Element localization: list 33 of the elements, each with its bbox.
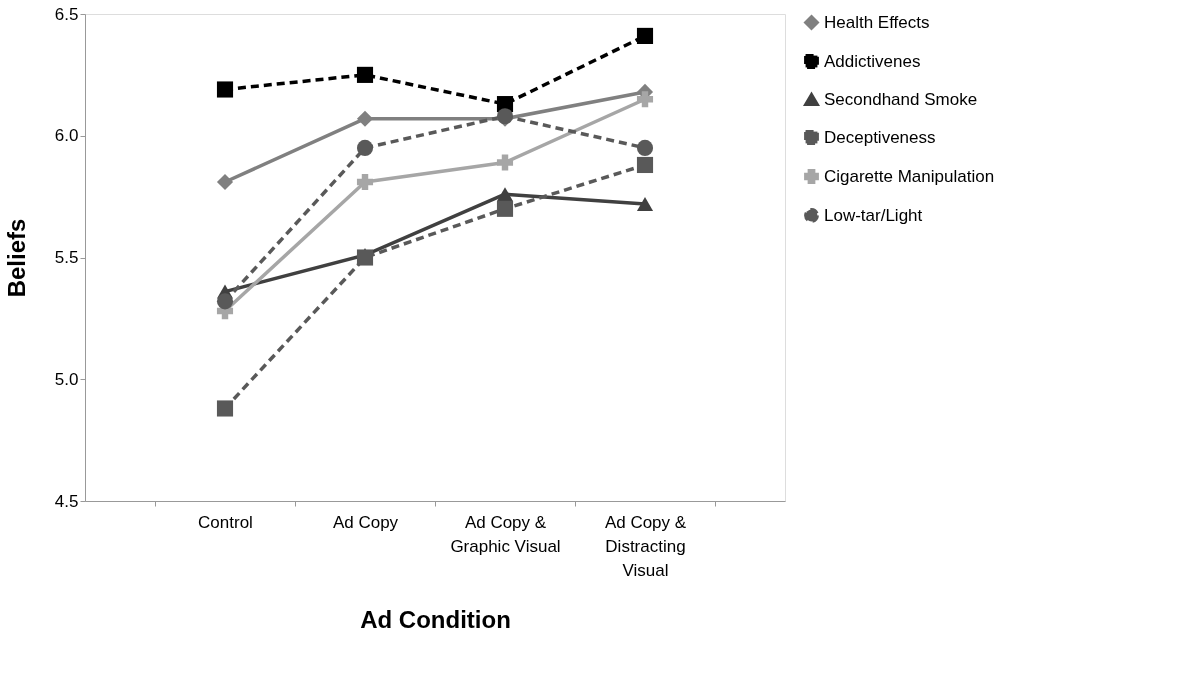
- y-tick-label: 6.0: [54, 126, 79, 146]
- point: [356, 173, 374, 191]
- x-tick-label: Ad Copy & Graphic Visual: [450, 512, 561, 556]
- legend-label: Cigarette Manipulation: [824, 166, 995, 186]
- point: [356, 66, 374, 83]
- legend-label: Health Effects: [824, 12, 930, 32]
- y-tick-label: 6.5: [54, 4, 79, 24]
- point: [356, 139, 374, 156]
- point: [636, 27, 654, 44]
- point: [496, 200, 514, 217]
- y-tick-label: 5.5: [54, 248, 79, 267]
- y-tick-label: 5.0: [54, 369, 79, 389]
- legend-label: Deceptiveness: [824, 127, 936, 147]
- point: [216, 400, 234, 417]
- point: [216, 81, 234, 98]
- y-axis-title: Beliefs: [2, 218, 30, 298]
- point: [496, 154, 514, 171]
- point: [636, 139, 654, 156]
- legend-label: Low-tar/Light: [824, 205, 923, 225]
- point: [216, 173, 234, 191]
- legend-label: Secondhand Smoke: [824, 89, 978, 109]
- y-tick-label: 4.5: [54, 491, 79, 511]
- point: [636, 156, 654, 174]
- point: [496, 187, 514, 202]
- point: [636, 91, 654, 108]
- point: [356, 110, 374, 127]
- point: [636, 196, 654, 211]
- point: [216, 293, 234, 310]
- x-tick-label: Control: [198, 512, 253, 532]
- x-tick-label: Ad Copy: [332, 512, 399, 532]
- x-axis-title: Ad Condition: [360, 605, 511, 633]
- legend-label: Addictivenes: [824, 51, 921, 71]
- x-tick-label: Ad Copy & Distracting Visual: [604, 512, 687, 580]
